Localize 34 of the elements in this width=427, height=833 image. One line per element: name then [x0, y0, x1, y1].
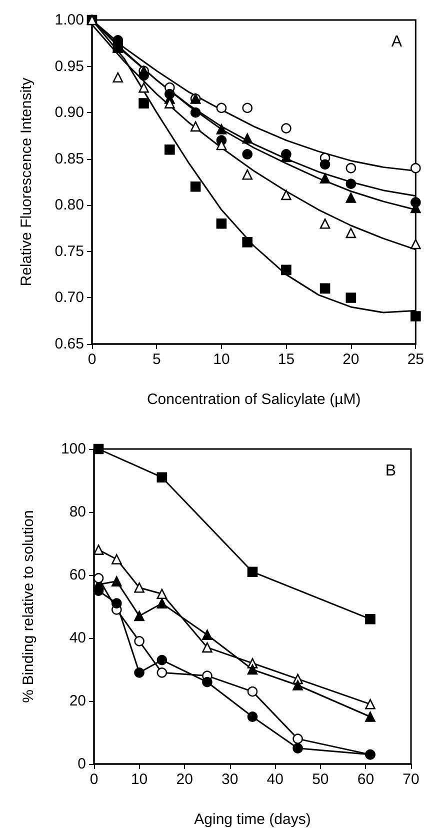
x-tick-label: 10 [213, 351, 230, 368]
annotation: B [385, 462, 396, 480]
x-tick-label: 20 [342, 351, 360, 368]
y-tick-label: 60 [69, 566, 86, 584]
y-tick-label: 1.00 [54, 12, 84, 28]
y-tick-label: 0.85 [54, 150, 84, 168]
x-tick-label: 0 [88, 351, 96, 368]
x-tick-label: 15 [278, 351, 295, 368]
y-tick-label: 40 [69, 630, 86, 646]
x-tick-label: 20 [176, 771, 193, 788]
y-axis-title: Relative Fluorescence Intensity [18, 77, 35, 286]
y-tick-label: 0.95 [54, 58, 84, 75]
x-tick-label: 30 [222, 771, 238, 788]
x-axis-title: Aging time (days) [194, 811, 311, 828]
x-tick-label: 5 [152, 351, 161, 368]
y-tick-label: 100 [60, 440, 86, 458]
x-axis-title: Concentration of Salicylate (µM) [146, 391, 361, 408]
y-tick-label: 20 [69, 692, 86, 710]
x-tick-label: 25 [407, 351, 424, 368]
y-tick-label: 0 [78, 756, 86, 772]
y-tick-label: 0.65 [54, 336, 84, 352]
annotation: A [391, 34, 402, 50]
y-tick-label: 80 [69, 504, 86, 520]
y-axis-title: % Binding relative to solution [20, 510, 37, 703]
x-tick-label: 0 [90, 771, 98, 788]
x-tick-label: 10 [130, 771, 148, 788]
x-tick-label: 70 [402, 771, 420, 788]
y-tick-label: 0.80 [54, 196, 84, 214]
y-tick-label: 0.90 [54, 104, 84, 122]
y-tick-label: 0.75 [54, 242, 84, 260]
y-tick-label: 0.70 [54, 289, 84, 306]
x-tick-label: 60 [357, 771, 374, 788]
x-tick-label: 40 [266, 771, 284, 788]
x-tick-label: 50 [312, 771, 329, 788]
